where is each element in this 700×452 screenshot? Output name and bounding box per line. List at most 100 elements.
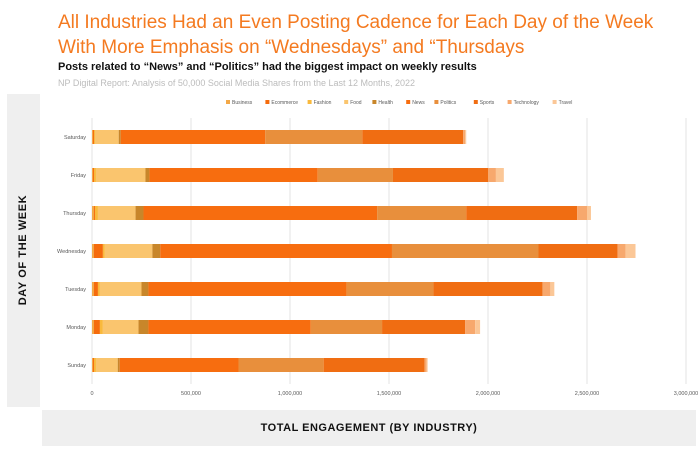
bar-segment [149, 168, 318, 182]
bar-segment [433, 282, 543, 296]
bar-segment [542, 282, 551, 296]
y-tick-label: Wednesday [57, 249, 86, 255]
bar-segment [617, 244, 626, 258]
y-tick-label: Thursday [63, 211, 86, 217]
bar-segment [93, 358, 96, 372]
bar-segment [92, 168, 93, 182]
x-axis-title-panel [42, 410, 696, 446]
legend-swatch [507, 100, 512, 104]
legend-swatch [344, 100, 349, 104]
bar-segment [426, 358, 428, 372]
bar-segment [92, 168, 94, 182]
bar-segment [475, 320, 481, 334]
x-tick-label: 3,000,000 [674, 391, 698, 397]
bar-segment [93, 206, 95, 220]
bar-segment [102, 320, 139, 334]
bar-segment [92, 282, 94, 296]
bar-segment [104, 244, 153, 258]
bar-segment [362, 130, 464, 144]
bar-segment [93, 130, 95, 144]
x-tick-label: 1,000,000 [278, 391, 302, 397]
chart-source: NP Digital Report: Analysis of 50,000 So… [58, 78, 416, 88]
legend-label: Travel [559, 100, 573, 106]
bar-segment [92, 358, 94, 372]
legend-label: Technology [514, 100, 540, 106]
bar-segment [238, 358, 324, 372]
bar-segment [94, 130, 119, 144]
legend-label: Politics [440, 100, 456, 106]
y-tick-label: Tuesday [65, 287, 86, 293]
bar-segment [135, 206, 144, 220]
legend-label: Food [350, 100, 362, 106]
legend-swatch [265, 100, 270, 104]
bar-segment [117, 358, 120, 372]
bar-segment [160, 244, 392, 258]
bar-segment [92, 320, 94, 334]
legend-swatch [372, 100, 377, 104]
bar-segment [148, 320, 311, 334]
bar-segment [323, 358, 425, 372]
bar-segment [93, 168, 96, 182]
y-tick-label: Monday [66, 325, 86, 331]
legend-swatch [552, 100, 557, 104]
bar-segment [495, 168, 504, 182]
bar-segment [466, 206, 578, 220]
bar-segment [102, 244, 105, 258]
bar-segment [145, 168, 150, 182]
bar-segment [317, 168, 393, 182]
bar-segment [538, 244, 618, 258]
bar-segment [463, 130, 466, 144]
bar-segment [392, 168, 488, 182]
bar-segment [92, 130, 93, 144]
bar-segment [94, 206, 98, 220]
bar-segment [143, 206, 378, 220]
bar-segment [152, 244, 161, 258]
bar-segment [97, 206, 136, 220]
x-tick-label: 500,000 [181, 391, 201, 397]
bar-segment [382, 320, 466, 334]
legend-swatch [473, 100, 478, 104]
bar-segment [92, 244, 94, 258]
bar-segment [119, 358, 239, 372]
bar-segment [577, 206, 587, 220]
bar-segment [465, 320, 476, 334]
bar-segment [587, 206, 591, 220]
page-title: All Industries Had an Even Posting Caden… [58, 12, 654, 58]
bar-segment [141, 282, 149, 296]
x-tick-label: 1,500,000 [377, 391, 401, 397]
bar-segment [93, 320, 100, 334]
bar-segment [93, 244, 103, 258]
legend-swatch [307, 100, 312, 104]
y-tick-label: Sunday [67, 363, 86, 369]
chart-subtitle: Posts related to “News” and “Politics” h… [58, 61, 477, 73]
bar-segment [120, 130, 266, 144]
y-tick-label: Saturday [64, 135, 86, 141]
legend-swatch [434, 100, 439, 104]
bar-segment [377, 206, 467, 220]
bar-segment [310, 320, 383, 334]
bar-segment [95, 358, 118, 372]
bar-segment [550, 282, 555, 296]
x-tick-label: 0 [90, 391, 93, 397]
bar-segment [92, 358, 93, 372]
legend-label: Sports [480, 100, 495, 106]
legend-label: Health [378, 100, 393, 106]
x-tick-label: 2,500,000 [575, 391, 599, 397]
bar-segment [625, 244, 636, 258]
bar-segment [93, 282, 98, 296]
bar-segment [95, 168, 146, 182]
x-axis-title: TOTAL ENGAGEMENT (BY INDUSTRY) [260, 422, 478, 434]
bar-segment [92, 130, 94, 144]
legend-label: Ecommerce [271, 100, 298, 106]
bar-segment [118, 130, 121, 144]
bar-segment [138, 320, 149, 334]
bar-segment [265, 130, 363, 144]
bar-segment [99, 282, 142, 296]
bar-segment [97, 282, 100, 296]
bar-segment [92, 206, 94, 220]
x-tick-label: 2,000,000 [476, 391, 500, 397]
bar-segment [346, 282, 434, 296]
bar-segment [424, 358, 427, 372]
legend-swatch [226, 100, 230, 104]
